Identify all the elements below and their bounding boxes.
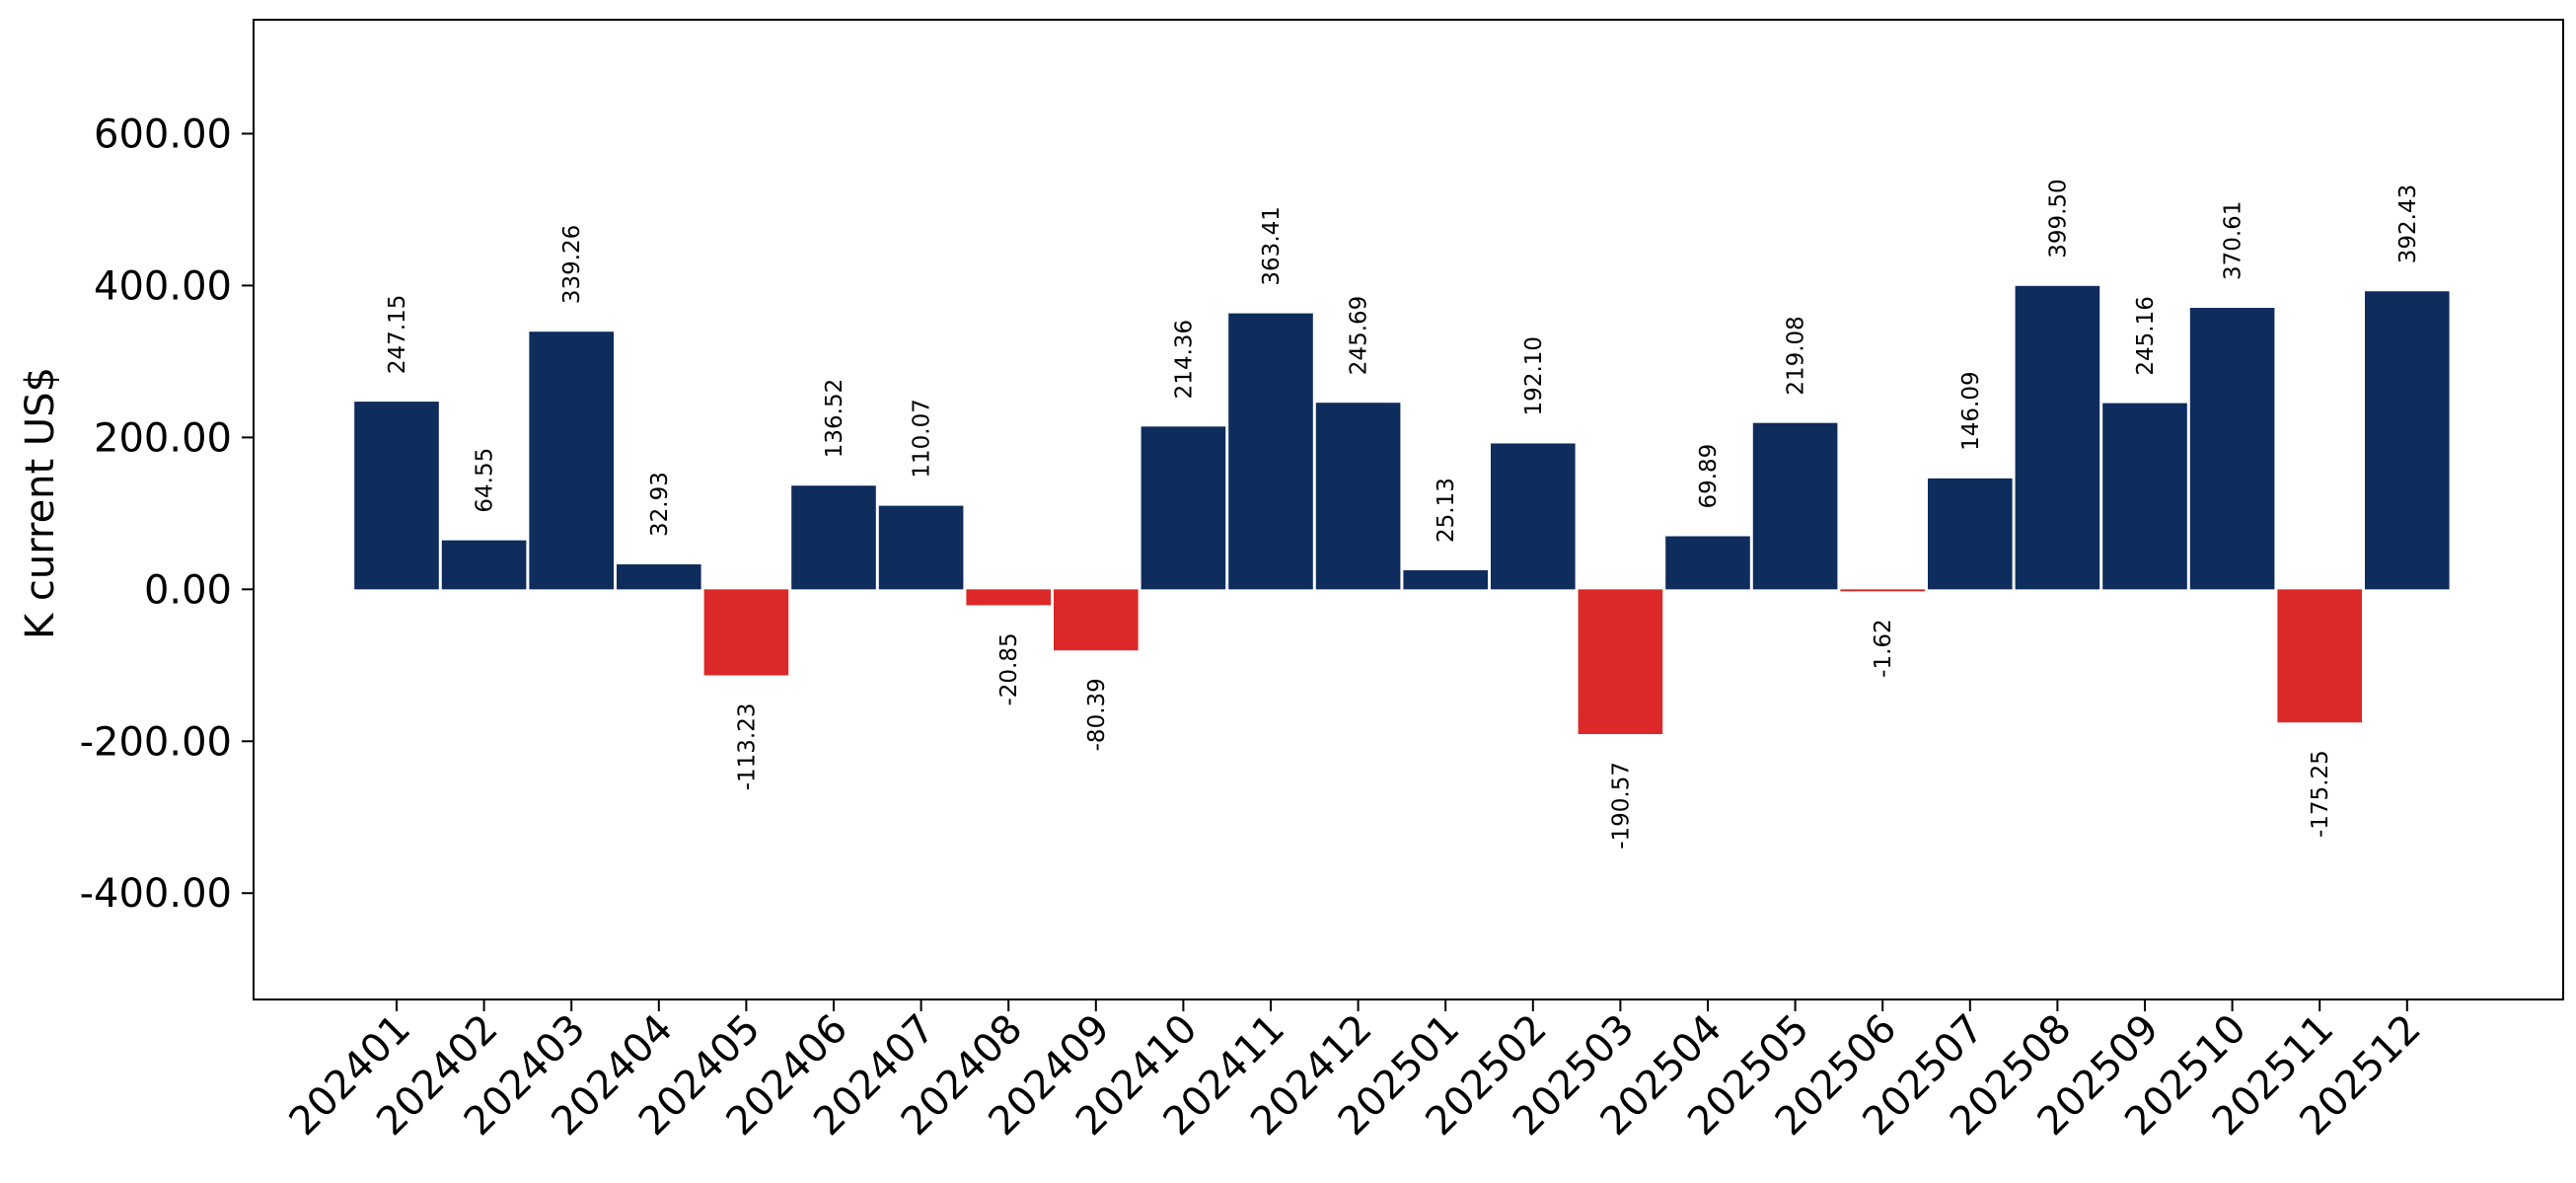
bar (1491, 443, 1576, 590)
value-label: 245.16 (2133, 296, 2159, 375)
value-label: 245.69 (1347, 296, 1372, 375)
y-tick-label: 200.00 (94, 415, 232, 461)
bar (2102, 403, 2187, 590)
bar (2277, 589, 2362, 723)
x-axis: 2024012024022024032024042024052024062024… (281, 999, 2430, 1145)
value-label: 219.08 (1784, 316, 1809, 395)
bar (1752, 422, 1838, 590)
bar (791, 485, 876, 590)
bar (1840, 589, 1925, 592)
y-tick-label: -200.00 (80, 719, 232, 765)
value-label: 247.15 (385, 295, 410, 374)
y-tick-label: 400.00 (94, 263, 232, 309)
bar (1141, 426, 1226, 590)
value-label: 399.50 (2045, 179, 2071, 258)
value-label: -1.62 (1871, 619, 1896, 678)
value-label: 192.10 (1521, 336, 1547, 415)
value-label: 32.93 (647, 472, 673, 537)
value-label: -80.39 (1084, 678, 1110, 751)
value-label: 363.41 (1259, 206, 1285, 285)
y-axis: 600.00 400.00 200.00 0.00 -200.00 -400.00 (80, 111, 254, 917)
bar (966, 589, 1051, 606)
bars-group (354, 285, 2450, 735)
value-label: 146.09 (1958, 371, 1984, 450)
bar (703, 589, 789, 676)
y-tick-label: 0.00 (144, 567, 232, 613)
value-label: 110.07 (910, 399, 935, 478)
bar (1928, 478, 2013, 590)
value-label: -175.25 (2308, 750, 2333, 838)
value-label: 392.43 (2395, 185, 2421, 263)
bar (1665, 536, 1750, 590)
bar (529, 332, 614, 590)
y-tick-label: 600.00 (94, 111, 232, 157)
bar (354, 402, 439, 590)
bar (1315, 403, 1401, 590)
value-label: 25.13 (1434, 478, 1459, 543)
value-label: 214.36 (1171, 320, 1197, 399)
bar (1228, 313, 1313, 590)
y-axis-title: K current US$ (18, 367, 63, 639)
bar (2015, 285, 2100, 590)
value-label: 370.61 (2221, 201, 2246, 280)
value-label: 136.52 (822, 379, 847, 458)
bar (441, 540, 527, 590)
value-label: -20.85 (996, 632, 1022, 705)
value-labels-group: 247.15 64.55 339.26 32.93 -113.23 136.52 110.0… (385, 179, 2421, 849)
bar (2365, 291, 2450, 590)
plot-frame (253, 19, 2564, 1000)
bar (1578, 589, 1663, 735)
bar (1403, 569, 1488, 590)
value-label: 64.55 (473, 448, 498, 513)
value-label: -190.57 (1608, 762, 1634, 850)
value-label: 339.26 (559, 225, 585, 304)
value-label: -113.23 (734, 702, 760, 790)
bar (617, 563, 701, 590)
y-tick-label: -400.00 (80, 871, 232, 917)
value-label: 69.89 (1696, 444, 1722, 509)
bar (1054, 589, 1139, 651)
bar (878, 505, 964, 590)
bar (2189, 308, 2275, 590)
